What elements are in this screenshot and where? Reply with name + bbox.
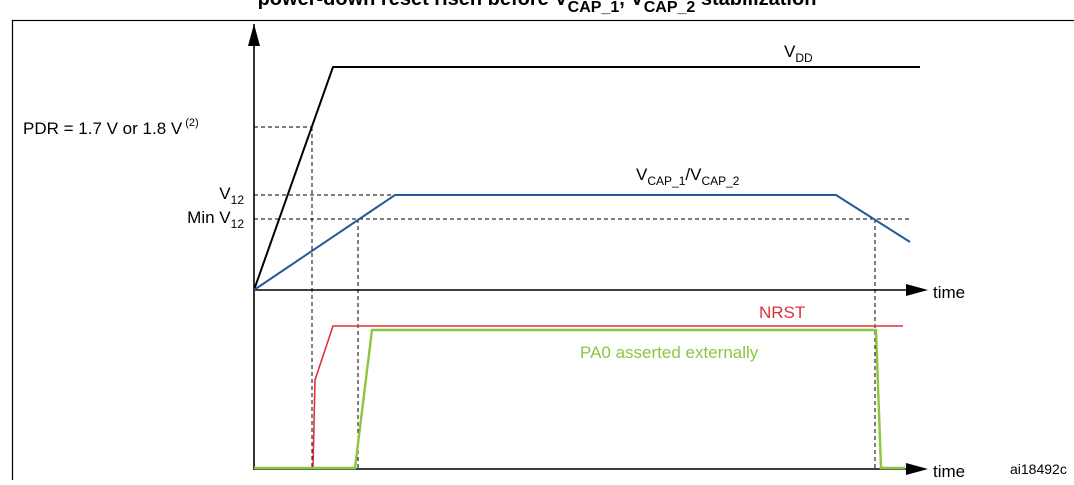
figure-frame [13,21,1074,481]
nrst-curve [254,326,903,468]
dashed-reference-lines [254,127,912,470]
time-axis-top-arrow-icon [906,284,928,296]
time-axis-bottom-arrow-icon [906,463,928,475]
pa0-label: PA0 asserted externally [580,343,759,362]
figure-title: power-down reset risen before VCAP_1, VC… [258,0,817,16]
time-axis-bottom-label: time [933,462,965,480]
vdd-curve [254,67,920,290]
figure-id: ai18492c [1010,461,1067,477]
vcap-label: VCAP_1/VCAP_2 [636,165,740,188]
pdr-label: PDR = 1.7 V or 1.8 V(2) [23,117,199,138]
v12-label: V12 [219,184,244,207]
vdd-label: VDD [784,42,813,65]
time-axis-top-label: time [933,283,965,302]
vertical-axis-arrow-icon [248,24,260,46]
vcap-curve [254,195,910,290]
min-v12-label: Min V12 [187,208,244,231]
nrst-label: NRST [759,303,805,322]
